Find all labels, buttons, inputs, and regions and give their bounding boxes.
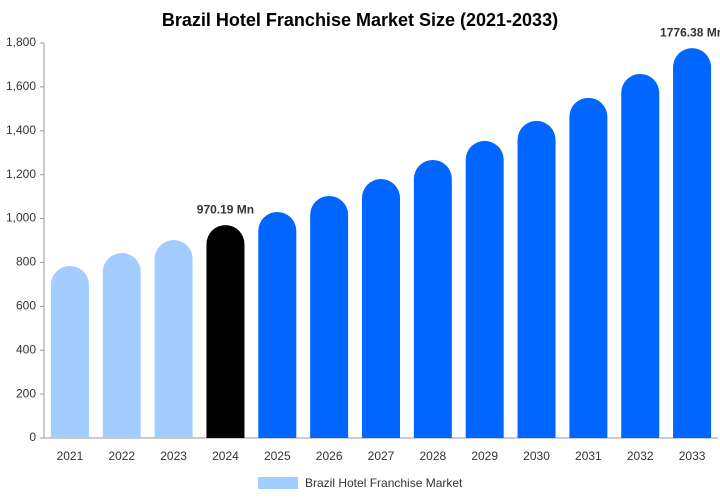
y-tick-label: 400	[16, 342, 36, 356]
chart-title: Brazil Hotel Franchise Market Size (2021…	[162, 10, 558, 30]
bar	[258, 211, 297, 438]
x-tick-label: 2030	[523, 449, 550, 463]
y-tick-label: 1,800	[6, 35, 36, 49]
bar	[621, 73, 660, 439]
bar	[310, 195, 349, 438]
y-tick-label: 1,400	[6, 123, 36, 137]
bar	[517, 120, 556, 438]
x-tick-label: 2033	[679, 449, 706, 463]
x-tick-label: 2028	[419, 449, 446, 463]
y-tick-label: 200	[16, 386, 36, 400]
value-label: 970.19 Mn	[197, 202, 254, 216]
bar	[206, 225, 245, 438]
y-tick-label: 0	[29, 430, 36, 444]
x-tick-label: 2023	[160, 449, 187, 463]
bar	[362, 179, 400, 439]
legend-swatch	[258, 477, 298, 489]
y-tick-label: 1,200	[6, 167, 36, 181]
bar	[154, 240, 193, 438]
x-tick-label: 2032	[627, 449, 654, 463]
x-tick-label: 2021	[57, 449, 84, 463]
bar	[569, 97, 608, 438]
y-tick-label: 600	[16, 299, 36, 313]
x-tick-label: 2025	[264, 449, 291, 463]
bar	[465, 140, 504, 438]
x-tick-label: 2031	[575, 449, 602, 463]
bar	[413, 159, 452, 438]
x-tick-label: 2027	[368, 449, 395, 463]
value-label: 1776.38 Mn	[660, 25, 720, 39]
bar	[102, 253, 141, 438]
y-tick-label: 1,000	[6, 211, 36, 225]
y-tick-label: 1,600	[6, 79, 36, 93]
bar	[673, 48, 712, 438]
x-tick-label: 2026	[316, 449, 343, 463]
x-tick-label: 2029	[471, 449, 498, 463]
legend-label: Brazil Hotel Franchise Market	[305, 476, 463, 490]
y-tick-label: 800	[16, 255, 36, 269]
x-tick-label: 2022	[108, 449, 135, 463]
x-tick-label: 2024	[212, 449, 239, 463]
bar	[50, 265, 89, 438]
